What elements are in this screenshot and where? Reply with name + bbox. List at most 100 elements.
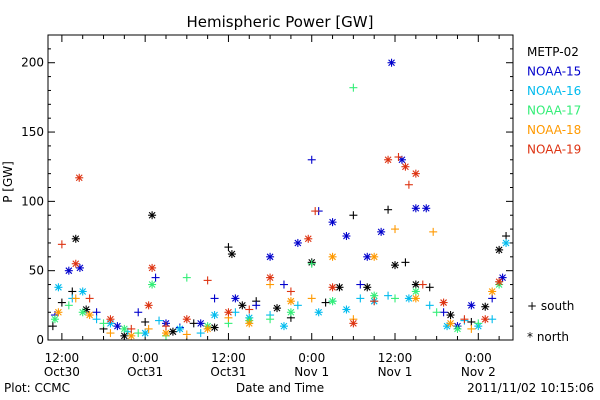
data-point bbox=[467, 317, 476, 326]
data-point bbox=[71, 259, 80, 268]
data-point bbox=[498, 273, 507, 282]
data-point bbox=[314, 308, 323, 317]
x-tick-label-date: Oct30 bbox=[44, 365, 80, 379]
data-point bbox=[161, 322, 170, 331]
data-point bbox=[460, 315, 469, 324]
data-point bbox=[231, 294, 240, 303]
data-point bbox=[488, 294, 497, 303]
data-point bbox=[439, 298, 448, 307]
y-tick-label: 50 bbox=[29, 264, 44, 278]
data-point bbox=[363, 283, 372, 292]
data-point bbox=[155, 316, 164, 325]
symbol-legend-north: * north bbox=[527, 330, 569, 344]
data-point bbox=[467, 324, 476, 333]
data-point bbox=[127, 331, 136, 340]
data-point bbox=[127, 324, 136, 333]
symbol-legend-label: north bbox=[537, 330, 569, 344]
data-point bbox=[71, 294, 80, 303]
x-tick-label-time: 12:00 bbox=[211, 351, 246, 365]
plot-credit: Plot: CCMC bbox=[4, 381, 70, 395]
legend-item-noaa-16: NOAA-16 bbox=[527, 84, 581, 98]
data-point bbox=[391, 294, 400, 303]
data-point bbox=[120, 324, 129, 333]
data-point bbox=[411, 280, 420, 289]
data-point bbox=[141, 329, 150, 338]
data-point bbox=[182, 273, 191, 282]
x-tick-label-date: Nov 1 bbox=[378, 365, 413, 379]
data-layer bbox=[48, 58, 511, 340]
data-point bbox=[356, 294, 365, 303]
data-point bbox=[418, 280, 427, 289]
data-point bbox=[481, 302, 490, 311]
data-point bbox=[425, 283, 434, 292]
data-point bbox=[349, 211, 358, 220]
series-noaa-18 bbox=[54, 225, 497, 340]
data-point bbox=[411, 287, 420, 296]
data-point bbox=[113, 322, 122, 331]
data-point bbox=[266, 252, 275, 261]
y-tick-label: 100 bbox=[21, 194, 44, 208]
symbol-legend-marker: * bbox=[527, 330, 533, 344]
data-point bbox=[384, 205, 393, 214]
data-point bbox=[57, 240, 66, 249]
data-point bbox=[293, 238, 302, 247]
x-tick-label-time: 0:00 bbox=[298, 351, 325, 365]
symbol-legend-label: south bbox=[541, 299, 575, 313]
plot-frame bbox=[47, 34, 514, 341]
data-point bbox=[387, 58, 396, 67]
legend-item-noaa-17: NOAA-17 bbox=[527, 104, 581, 118]
data-point bbox=[502, 232, 511, 241]
data-point bbox=[286, 297, 295, 306]
data-point bbox=[148, 211, 157, 220]
data-point bbox=[349, 83, 358, 92]
data-point bbox=[391, 261, 400, 270]
x-tick-label-date: Nov 2 bbox=[461, 365, 496, 379]
data-point bbox=[144, 324, 153, 333]
legend: METP-02 NOAA-15 NOAA-16 NOAA-17 NOAA-18 NOAA-… bbox=[527, 45, 581, 344]
series-noaa-19 bbox=[57, 153, 504, 333]
data-point bbox=[363, 252, 372, 261]
data-point bbox=[273, 304, 282, 313]
x-tick-label-time: 12:00 bbox=[378, 351, 413, 365]
data-point bbox=[349, 319, 358, 328]
plot-timestamp: 2011/11/02 10:15:06 bbox=[467, 381, 594, 395]
data-point bbox=[134, 329, 143, 338]
data-point bbox=[64, 301, 73, 310]
data-point bbox=[189, 319, 198, 328]
data-point bbox=[106, 329, 115, 338]
data-point bbox=[50, 315, 59, 324]
data-point bbox=[370, 297, 379, 306]
y-axis-label: P [GW] bbox=[1, 161, 15, 203]
data-point bbox=[182, 315, 191, 324]
y-tick-label: 0 bbox=[36, 333, 44, 347]
data-point bbox=[356, 280, 365, 289]
data-point bbox=[377, 227, 386, 236]
data-point bbox=[342, 305, 351, 314]
y-tick-label: 150 bbox=[21, 125, 44, 139]
data-point bbox=[78, 287, 87, 296]
data-point bbox=[488, 315, 497, 324]
data-point bbox=[148, 280, 157, 289]
symbol-legend-south: + south bbox=[527, 299, 574, 313]
data-point bbox=[394, 153, 403, 161]
x-tick-label-time: 12:00 bbox=[45, 351, 80, 365]
data-point bbox=[210, 323, 219, 332]
tick-layer: 05010015020012:00Oct300:00Oct3112:00Oct3… bbox=[21, 34, 513, 379]
data-point bbox=[422, 204, 431, 213]
data-point bbox=[425, 301, 434, 310]
data-point bbox=[286, 308, 295, 317]
data-point bbox=[279, 280, 288, 289]
data-point bbox=[266, 315, 275, 324]
data-point bbox=[168, 327, 177, 336]
data-point bbox=[481, 315, 490, 324]
data-point bbox=[57, 298, 66, 307]
data-point bbox=[106, 315, 115, 324]
data-point bbox=[384, 155, 393, 164]
data-point bbox=[391, 225, 400, 234]
data-point bbox=[182, 330, 191, 339]
data-point bbox=[279, 322, 288, 331]
legend-item-metp-02: METP-02 bbox=[527, 45, 579, 59]
data-point bbox=[151, 273, 160, 282]
data-point bbox=[203, 276, 212, 285]
